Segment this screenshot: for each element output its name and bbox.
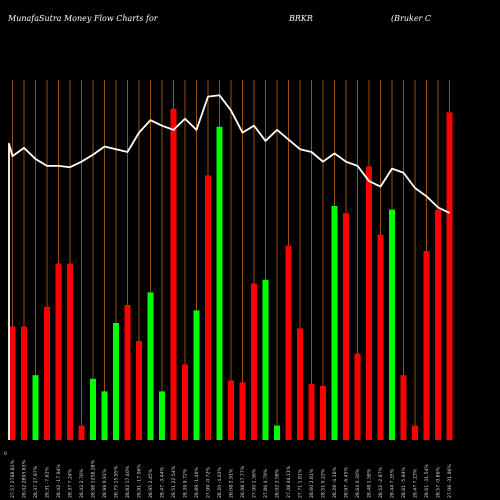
x-tick-label: 28.02 3.58% <box>275 468 281 498</box>
money-flow-bar <box>113 323 119 440</box>
money-flow-bar <box>377 234 384 440</box>
x-tick-label: 27.57 2768.81% <box>10 459 16 498</box>
x-tick-label: 28.75 15.95% <box>114 465 120 498</box>
money-flow-bar <box>331 206 338 440</box>
money-flow-bar <box>343 213 349 440</box>
money-flow-bar <box>400 375 407 440</box>
x-tick-labels: 27.57 2768.81% 28.02 2893.83% 28.37 27.97%… <box>10 459 453 498</box>
money-flow-bar <box>239 382 246 440</box>
x-tick-label: 28.97 -6.45% <box>344 467 350 498</box>
x-tick-label: 28.95 2.45% <box>148 468 154 498</box>
x-tick-label: 28.99 0.91% <box>102 468 108 498</box>
money-flow-bar <box>124 305 131 440</box>
x-tick-label: 28.44 7.35% <box>390 468 396 498</box>
x-tick-label: 28.98 1258.28% <box>91 459 97 498</box>
price-line <box>8 94 450 440</box>
x-tick-label: 28.64 0.30% <box>355 468 361 498</box>
money-flow-bar <box>320 386 326 440</box>
x-tick-label: 28.39 9.72% <box>183 468 189 498</box>
money-flow-bar <box>44 306 50 440</box>
x-tick-label: 28.42 -17.94% <box>56 464 62 498</box>
x-tick-label: 27.90 1.36% <box>252 468 258 498</box>
money-flow-bar <box>182 364 188 440</box>
money-flow-bar <box>67 263 73 440</box>
x-tick-label: 28.61 -5.94% <box>401 467 407 498</box>
money-flow-bar <box>285 245 292 440</box>
x-tick-label: 28.61 -31.54% <box>424 464 430 498</box>
x-tick-label: 27.86 4.79% <box>263 468 269 498</box>
money-flow-bar <box>55 263 62 440</box>
money-flow-bar <box>412 425 418 440</box>
money-flow-bar <box>136 341 142 440</box>
bar-series <box>9 108 453 441</box>
x-tick-label: 28.42 2.76% <box>79 468 85 498</box>
x-tick-label: 28.20 -4.02% <box>217 467 223 498</box>
x-tick-label: 28.37 7.24% <box>68 468 74 498</box>
x-tick-label: 27.48 44.11% <box>286 465 292 498</box>
money-flow-bar <box>297 328 303 440</box>
x-tick-label: 28.47 7.23% <box>413 468 419 498</box>
x-tick-label: 28.52 -2.97% <box>378 467 384 498</box>
money-flow-bar <box>366 166 372 440</box>
x-tick-label: 27.96 -31.96% <box>447 464 453 498</box>
money-flow-bar <box>446 112 453 441</box>
money-flow-bar <box>308 384 315 440</box>
x-tick-label: 28.02 2893.83% <box>22 459 28 498</box>
x-tick-label: 28.48 1.58% <box>367 468 373 498</box>
x-tick-label: 28.89 -1.46% <box>194 467 200 498</box>
money-flow-bar <box>101 391 108 440</box>
x-tick-label: 28.57 -0.86% <box>436 467 442 498</box>
x-tick-label: 28.60 2.81% <box>309 468 315 498</box>
money-flow-bar <box>159 391 165 440</box>
x-tick-label: 28.31 -7.61% <box>45 467 51 498</box>
x-tick-label: 26.98 17.77% <box>240 465 246 498</box>
money-flow-bar <box>9 326 16 440</box>
x-tick-label: 28.51 0.22% <box>321 468 327 498</box>
money-flow-bar <box>274 425 280 440</box>
money-flow-bar <box>170 108 177 441</box>
money-flow-bar <box>147 292 154 440</box>
x-tick-label: 27.99 -0.72% <box>206 467 212 498</box>
money-flow-bar <box>389 209 395 440</box>
money-flow-bar <box>251 283 257 440</box>
money-flow-bar <box>21 326 27 440</box>
money-flow-bar <box>193 310 200 440</box>
axis-origin-label: 0 <box>4 451 7 457</box>
money-flow-bar <box>423 251 430 440</box>
money-flow-bar <box>90 378 96 440</box>
money-flow-bar <box>354 353 361 440</box>
x-tick-label: 28.91 -17.06% <box>137 464 143 498</box>
money-flow-bar <box>262 279 269 440</box>
chart-title: MunafaSutra Money Flow Charts for <box>8 14 158 23</box>
money-flow-bar <box>205 175 211 440</box>
symbol-label: BRKR <box>289 14 313 23</box>
price-line-series <box>8 94 450 440</box>
money-flow-bar <box>228 380 234 440</box>
company-label: (Bruker C <box>391 14 432 23</box>
x-tick-label: 27.71 1.81% <box>298 468 304 498</box>
money-flow-bar <box>32 375 39 440</box>
money-flow-bar <box>216 126 223 441</box>
x-tick-label: 28.08 2.91% <box>229 468 235 498</box>
x-tick-label: 28.51 22.54% <box>171 465 177 498</box>
x-tick-label: 28.82 17.40% <box>125 465 131 498</box>
x-tick-label: 28.28 -4.16% <box>332 467 338 498</box>
money-flow-bar <box>435 209 441 440</box>
x-tick-label: 28.37 27.97% <box>33 465 39 498</box>
money-flow-bar <box>78 425 85 440</box>
x-tick-label: 28.47 -3.44% <box>160 467 166 498</box>
